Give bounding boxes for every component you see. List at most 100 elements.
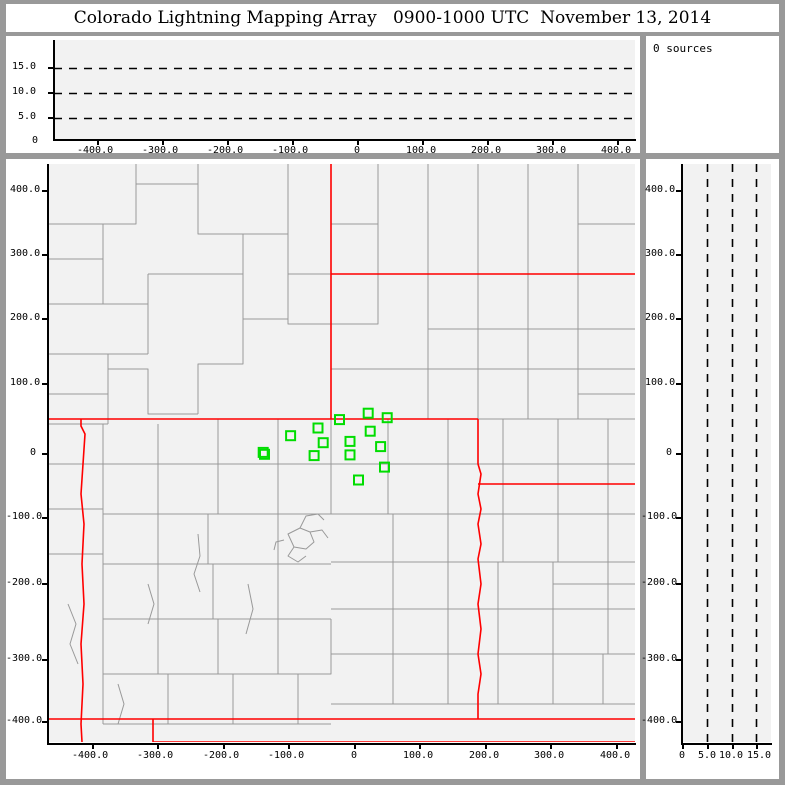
lightning-source-marker[interactable] bbox=[308, 450, 320, 462]
y-ticklabel-0: 0 bbox=[32, 135, 39, 146]
gridlines-horizontal bbox=[54, 67, 635, 120]
map-x-label-300: 300.0 bbox=[534, 750, 565, 761]
map-y-tick-200 bbox=[42, 318, 48, 320]
alt-x-label-0: 0 bbox=[679, 750, 686, 761]
altitude-plot-area[interactable] bbox=[682, 164, 771, 742]
lightning-source-marker[interactable] bbox=[285, 430, 297, 442]
alt-y-tick-m200 bbox=[676, 583, 682, 585]
map-x-tick-100 bbox=[419, 744, 421, 749]
altitude-canvas bbox=[682, 164, 771, 742]
x-ticklabel-m100: -100.0 bbox=[272, 145, 309, 156]
alt-y-label-m100: -100.0 bbox=[641, 511, 678, 522]
map-x-label-400: 400.0 bbox=[600, 750, 631, 761]
map-x-label-0: 0 bbox=[351, 750, 358, 761]
x-tick-100 bbox=[422, 140, 424, 145]
x-tick-0 bbox=[357, 140, 359, 145]
x-tick-200 bbox=[487, 140, 489, 145]
map-y-label-200: 200.0 bbox=[10, 312, 41, 323]
x-ticklabel-m300: -300.0 bbox=[142, 145, 179, 156]
alt-x-label-5: 5.0 bbox=[698, 750, 717, 761]
alt-y-tick-0 bbox=[676, 453, 682, 455]
x-tick-m200 bbox=[227, 140, 229, 145]
map-plot-area[interactable] bbox=[48, 164, 635, 742]
lightning-source-marker[interactable] bbox=[344, 435, 356, 447]
alt-x-tick-10 bbox=[732, 744, 734, 749]
x-ticklabel-0: 0 bbox=[354, 145, 361, 156]
alt-x-label-15: 15.0 bbox=[747, 750, 772, 761]
alt-y-tick-100 bbox=[676, 383, 682, 385]
x-ticklabel-200: 200.0 bbox=[471, 145, 502, 156]
lightning-source-marker[interactable] bbox=[344, 449, 356, 461]
x-tick-300 bbox=[552, 140, 554, 145]
lightning-source-marker[interactable] bbox=[257, 446, 269, 458]
x-ticklabel-300: 300.0 bbox=[536, 145, 567, 156]
x-ticklabel-m200: -200.0 bbox=[207, 145, 244, 156]
plan-view-map-panel[interactable]: 400.0 300.0 200.0 100.0 0 -100.0 -200.0 … bbox=[6, 159, 640, 779]
alt-x-tick-15 bbox=[756, 744, 758, 749]
map-x-label-m100: -100.0 bbox=[268, 750, 305, 761]
alt-y-tick-m300 bbox=[676, 659, 682, 661]
lightning-source-marker[interactable] bbox=[379, 461, 390, 473]
alt-y-tick-300 bbox=[676, 254, 682, 256]
lightning-source-markers[interactable] bbox=[257, 407, 393, 486]
map-background bbox=[48, 164, 635, 742]
lightning-source-marker[interactable] bbox=[362, 407, 374, 419]
time-height-y-axis bbox=[53, 40, 55, 140]
map-x-tick-m100 bbox=[288, 744, 290, 749]
alt-y-tick-m100 bbox=[676, 517, 682, 519]
x-tick-400 bbox=[617, 140, 619, 145]
map-x-label-200: 200.0 bbox=[469, 750, 500, 761]
county-borders bbox=[48, 164, 635, 742]
state-borders bbox=[48, 164, 635, 742]
time-height-panel[interactable]: 15.0 10.0 5.0 0 -400.0 -300.0 -200.0 -10… bbox=[6, 36, 640, 156]
map-x-label-m300: -300.0 bbox=[137, 750, 174, 761]
map-y-tick-m400 bbox=[42, 721, 48, 723]
x-tick-m400 bbox=[97, 140, 99, 145]
altitude-histogram-panel[interactable]: 400.0 300.0 200.0 100.0 0 -100.0 -200.0 … bbox=[641, 159, 779, 779]
page-title: Colorado Lightning Mapping Array 0900-10… bbox=[73, 8, 712, 28]
alt-y-label-400: 400.0 bbox=[645, 184, 676, 195]
title-bar: Colorado Lightning Mapping Array 0900-10… bbox=[6, 4, 779, 32]
y-ticklabel-15: 15.0 bbox=[12, 61, 37, 72]
time-height-x-axis bbox=[53, 139, 636, 141]
alt-x-label-10: 10.0 bbox=[719, 750, 744, 761]
time-height-plot-area[interactable] bbox=[54, 40, 635, 139]
lightning-source-marker[interactable] bbox=[334, 414, 345, 426]
map-x-tick-m400 bbox=[92, 744, 94, 749]
y-ticklabel-10: 10.0 bbox=[12, 86, 37, 97]
lightning-source-marker[interactable] bbox=[375, 441, 387, 453]
alt-y-label-m400: -400.0 bbox=[641, 715, 678, 726]
alt-y-label-200: 200.0 bbox=[645, 312, 676, 323]
map-y-tick-m200 bbox=[42, 583, 48, 585]
map-y-label-m400: -400.0 bbox=[6, 715, 43, 726]
plot-background bbox=[54, 40, 635, 139]
lightning-source-marker[interactable] bbox=[259, 448, 270, 460]
lightning-source-marker[interactable] bbox=[364, 425, 376, 437]
alt-y-label-100: 100.0 bbox=[645, 377, 676, 388]
map-x-tick-300 bbox=[550, 744, 552, 749]
x-ticklabel-100: 100.0 bbox=[406, 145, 437, 156]
gridlines-vertical bbox=[706, 164, 758, 742]
map-y-label-0: 0 bbox=[30, 447, 37, 458]
lightning-source-marker[interactable] bbox=[353, 474, 364, 486]
lightning-source-marker[interactable] bbox=[317, 437, 329, 449]
y-ticklabel-5: 5.0 bbox=[18, 111, 37, 122]
map-y-tick-100 bbox=[42, 383, 48, 385]
alt-y-tick-400 bbox=[676, 190, 682, 192]
lightning-source-marker[interactable] bbox=[312, 422, 324, 434]
map-y-tick-m100 bbox=[42, 517, 48, 519]
map-x-label-m400: -400.0 bbox=[72, 750, 109, 761]
map-y-label-m100: -100.0 bbox=[6, 511, 43, 522]
alt-x-tick-5 bbox=[707, 744, 709, 749]
map-y-label-m200: -200.0 bbox=[6, 577, 43, 588]
map-y-label-300: 300.0 bbox=[10, 248, 41, 259]
altitude-x-axis bbox=[681, 743, 772, 745]
lightning-source-marker[interactable] bbox=[381, 412, 393, 424]
map-x-tick-400 bbox=[616, 744, 618, 749]
y-tick-5 bbox=[48, 117, 54, 119]
time-height-canvas bbox=[54, 40, 635, 139]
map-x-tick-200 bbox=[485, 744, 487, 749]
map-y-tick-400 bbox=[42, 190, 48, 192]
x-ticklabel-m400: -400.0 bbox=[77, 145, 114, 156]
